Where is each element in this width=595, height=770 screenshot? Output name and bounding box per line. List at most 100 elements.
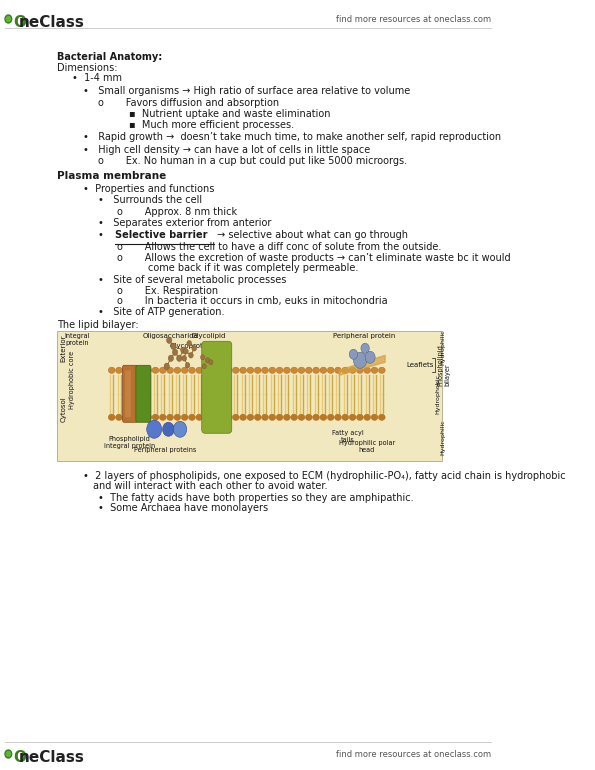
Ellipse shape bbox=[123, 367, 130, 373]
Text: •   Small organisms → High ratio of surface area relative to volume: • Small organisms → High ratio of surfac… bbox=[83, 86, 411, 96]
Circle shape bbox=[173, 349, 178, 356]
Ellipse shape bbox=[262, 367, 268, 373]
FancyBboxPatch shape bbox=[123, 365, 137, 422]
Text: Peripheral protein: Peripheral protein bbox=[333, 333, 396, 339]
Text: come back if it was completely permeable.: come back if it was completely permeable… bbox=[148, 263, 359, 273]
Text: Fatty acyl
tails: Fatty acyl tails bbox=[332, 430, 364, 443]
Ellipse shape bbox=[233, 367, 239, 373]
Ellipse shape bbox=[174, 367, 181, 373]
Ellipse shape bbox=[262, 414, 268, 420]
Circle shape bbox=[177, 355, 182, 361]
Text: o       Ex. Respiration: o Ex. Respiration bbox=[117, 286, 218, 296]
FancyBboxPatch shape bbox=[125, 370, 131, 417]
Text: •   Separates exterior from anterior: • Separates exterior from anterior bbox=[98, 219, 272, 229]
Ellipse shape bbox=[247, 414, 254, 420]
Text: Leaflets: Leaflets bbox=[406, 362, 434, 368]
Ellipse shape bbox=[291, 367, 298, 373]
Ellipse shape bbox=[130, 414, 137, 420]
Circle shape bbox=[201, 355, 205, 360]
Text: find more resources at oneclass.com: find more resources at oneclass.com bbox=[336, 15, 491, 24]
Text: o       Approx. 8 nm thick: o Approx. 8 nm thick bbox=[117, 207, 237, 217]
Ellipse shape bbox=[305, 414, 312, 420]
Text: Peripheral proteins: Peripheral proteins bbox=[134, 447, 196, 453]
Text: Phospholipid
bilayer: Phospholipid bilayer bbox=[438, 344, 450, 387]
Circle shape bbox=[147, 420, 162, 438]
Ellipse shape bbox=[313, 414, 320, 420]
Ellipse shape bbox=[276, 414, 283, 420]
Text: and will interact with each other to avoid water.: and will interact with each other to avo… bbox=[93, 481, 328, 491]
Ellipse shape bbox=[371, 367, 378, 373]
Text: Integral
protein: Integral protein bbox=[65, 333, 90, 346]
Ellipse shape bbox=[225, 367, 232, 373]
Text: •   Site of ATP generation.: • Site of ATP generation. bbox=[98, 306, 225, 316]
Text: Phospholipid
integral protein: Phospholipid integral protein bbox=[104, 436, 155, 449]
Circle shape bbox=[5, 750, 12, 758]
Ellipse shape bbox=[269, 414, 275, 420]
Circle shape bbox=[192, 346, 196, 351]
Text: •  2 layers of phospholipids, one exposed to ECM (hydrophilic-PO₄), fatty acid c: • 2 layers of phospholipids, one exposed… bbox=[83, 470, 566, 480]
Circle shape bbox=[173, 421, 187, 437]
Text: o       Ex. No human in a cup but could put like 5000 microorgs.: o Ex. No human in a cup but could put li… bbox=[98, 156, 408, 166]
Text: Glycoprotein: Glycoprotein bbox=[170, 343, 214, 349]
Circle shape bbox=[209, 360, 213, 365]
Text: Oligosaccharide: Oligosaccharide bbox=[143, 333, 199, 339]
Ellipse shape bbox=[349, 367, 356, 373]
Circle shape bbox=[189, 353, 193, 358]
Ellipse shape bbox=[378, 414, 385, 420]
Text: o       In bacteria it occurs in cmb, euks in mitochondria: o In bacteria it occurs in cmb, euks in … bbox=[117, 296, 387, 306]
Ellipse shape bbox=[108, 414, 115, 420]
Text: Hydrophilic: Hydrophilic bbox=[440, 420, 445, 455]
Ellipse shape bbox=[218, 367, 224, 373]
Text: Dimensions:: Dimensions: bbox=[57, 62, 117, 72]
Ellipse shape bbox=[364, 414, 371, 420]
Ellipse shape bbox=[342, 367, 349, 373]
Ellipse shape bbox=[284, 414, 290, 420]
Circle shape bbox=[365, 351, 375, 363]
Ellipse shape bbox=[356, 414, 364, 420]
Circle shape bbox=[7, 16, 11, 22]
Ellipse shape bbox=[298, 414, 305, 420]
Ellipse shape bbox=[225, 414, 232, 420]
Ellipse shape bbox=[196, 414, 203, 420]
Text: o       Allows the cell to have a diff conc of solute from the outside.: o Allows the cell to have a diff conc of… bbox=[117, 242, 441, 252]
Circle shape bbox=[361, 343, 369, 353]
Circle shape bbox=[349, 350, 358, 360]
Text: •   Site of several metabolic processes: • Site of several metabolic processes bbox=[98, 275, 287, 285]
Ellipse shape bbox=[189, 367, 195, 373]
Text: •  The fatty acids have both properties so they are amphipathic.: • The fatty acids have both properties s… bbox=[98, 493, 414, 503]
Text: Hydrophobic core: Hydrophobic core bbox=[69, 350, 75, 409]
Text: Exterior: Exterior bbox=[61, 335, 67, 362]
Circle shape bbox=[171, 343, 176, 350]
Ellipse shape bbox=[313, 367, 320, 373]
Ellipse shape bbox=[137, 414, 144, 420]
Ellipse shape bbox=[123, 414, 130, 420]
Circle shape bbox=[181, 347, 186, 353]
Ellipse shape bbox=[349, 414, 356, 420]
Ellipse shape bbox=[181, 367, 188, 373]
Ellipse shape bbox=[159, 367, 166, 373]
Text: Cytosol: Cytosol bbox=[61, 396, 67, 421]
Ellipse shape bbox=[174, 414, 181, 420]
Ellipse shape bbox=[203, 367, 210, 373]
Ellipse shape bbox=[130, 367, 137, 373]
Ellipse shape bbox=[211, 367, 217, 373]
Ellipse shape bbox=[240, 367, 246, 373]
Text: •  Properties and functions: • Properties and functions bbox=[83, 184, 215, 194]
Text: ▪  Nutrient uptake and waste elimination: ▪ Nutrient uptake and waste elimination bbox=[129, 109, 331, 119]
Text: Bacterial Anatomy:: Bacterial Anatomy: bbox=[57, 52, 162, 62]
Text: •   Rapid growth →  doesn’t take much time, to make another self, rapid reproduc: • Rapid growth → doesn’t take much time,… bbox=[83, 132, 502, 142]
Text: O: O bbox=[13, 15, 26, 30]
Text: •: • bbox=[98, 230, 114, 240]
Ellipse shape bbox=[233, 414, 239, 420]
Ellipse shape bbox=[284, 367, 290, 373]
Text: •   Surrounds the cell: • Surrounds the cell bbox=[98, 196, 202, 206]
Ellipse shape bbox=[320, 367, 327, 373]
Text: ▪  Much more efficient processes.: ▪ Much more efficient processes. bbox=[129, 119, 295, 129]
Circle shape bbox=[168, 355, 174, 361]
Ellipse shape bbox=[378, 367, 385, 373]
Text: •  1-4 mm: • 1-4 mm bbox=[71, 73, 122, 83]
Ellipse shape bbox=[269, 367, 275, 373]
Bar bbox=[57, 331, 442, 460]
Ellipse shape bbox=[320, 414, 327, 420]
Text: Hydrophilic polar
head: Hydrophilic polar head bbox=[339, 440, 395, 453]
